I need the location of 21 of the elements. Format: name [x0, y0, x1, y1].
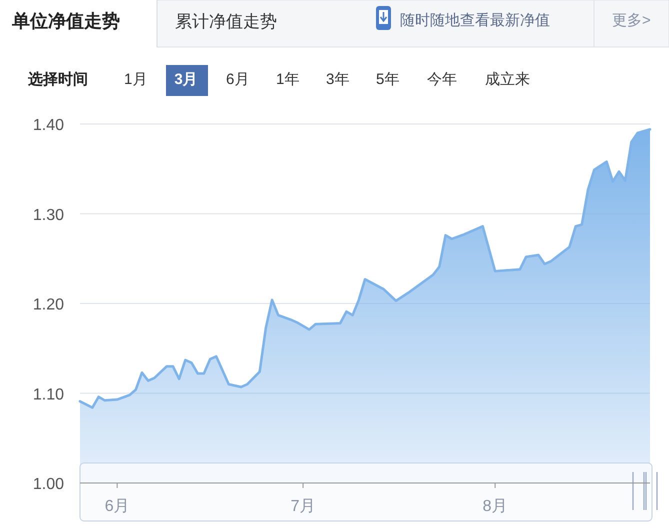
y-tick-label: 1.30: [32, 206, 64, 224]
text: 成立来: [485, 71, 530, 88]
text: 累计净值走势: [175, 12, 277, 31]
y-tick-label: 1.40: [32, 117, 64, 134]
text: 3年: [326, 71, 350, 88]
text: 5年: [376, 71, 400, 88]
text: 今年: [427, 71, 457, 88]
text: 3月: [174, 71, 198, 88]
text: 随时随地查看最新净值: [400, 12, 550, 29]
x-tick-label: 6月: [104, 498, 130, 515]
text: 6月: [226, 71, 250, 88]
text: 1月: [124, 71, 148, 88]
chart-title: 单位净值走势: [11, 11, 120, 31]
text: 选择时间: [27, 71, 88, 88]
y-tick-label: 1.20: [32, 296, 64, 314]
text: 更多>: [612, 12, 651, 29]
y-tick-label: 1.10: [32, 386, 64, 404]
x-tick-label: 8月: [482, 498, 508, 515]
text: 1年: [276, 71, 300, 88]
y-tick-label: 1.00: [32, 476, 64, 493]
x-tick-label: 7月: [290, 498, 316, 515]
